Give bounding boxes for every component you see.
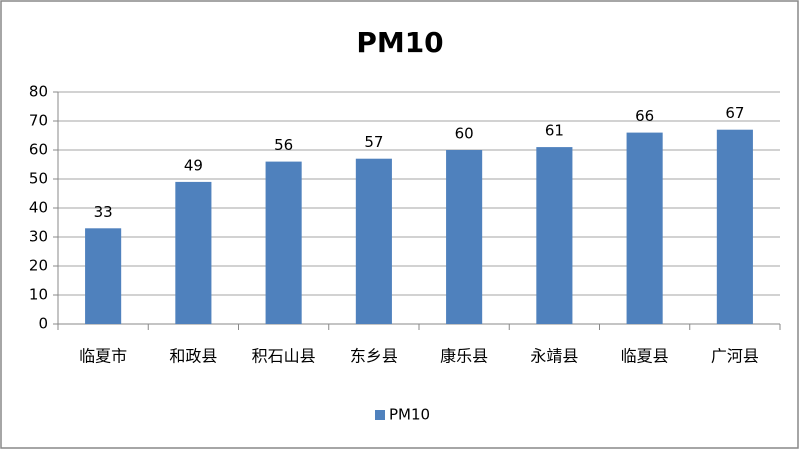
y-tick-label: 50 xyxy=(29,170,48,188)
y-tick-label: 40 xyxy=(29,199,48,217)
x-tick-label: 广河县 xyxy=(711,347,759,366)
bar xyxy=(175,181,212,324)
bar xyxy=(265,161,302,324)
data-label: 61 xyxy=(545,122,564,140)
data-label: 66 xyxy=(635,107,654,125)
bar xyxy=(355,158,392,324)
bar xyxy=(716,129,753,324)
x-tick-label: 和政县 xyxy=(169,347,217,366)
y-tick-label: 0 xyxy=(38,315,48,333)
legend-swatch xyxy=(375,410,385,420)
y-tick-label: 20 xyxy=(29,257,48,275)
x-tick-label: 康乐县 xyxy=(440,347,488,366)
bar xyxy=(536,147,573,324)
x-tick-label: 临夏县 xyxy=(621,347,669,366)
x-tick-label: 东乡县 xyxy=(350,347,398,366)
data-label: 49 xyxy=(184,156,203,174)
data-label: 57 xyxy=(364,133,383,151)
data-label: 33 xyxy=(94,203,113,221)
data-label: 56 xyxy=(274,136,293,154)
bar xyxy=(446,150,483,324)
bar xyxy=(626,132,663,324)
bar xyxy=(85,228,122,324)
chart-title: PM10 xyxy=(356,26,443,59)
y-tick-label: 80 xyxy=(29,83,48,101)
legend-label: PM10 xyxy=(389,406,430,424)
y-tick-label: 10 xyxy=(29,286,48,304)
x-tick-label: 临夏市 xyxy=(79,347,127,366)
y-tick-label: 60 xyxy=(29,141,48,159)
y-tick-label: 30 xyxy=(29,228,48,246)
data-label: 60 xyxy=(455,125,474,143)
y-tick-label: 70 xyxy=(29,112,48,130)
x-tick-label: 积石山县 xyxy=(252,347,316,366)
x-tick-label: 永靖县 xyxy=(530,347,578,366)
data-label: 67 xyxy=(725,104,744,122)
